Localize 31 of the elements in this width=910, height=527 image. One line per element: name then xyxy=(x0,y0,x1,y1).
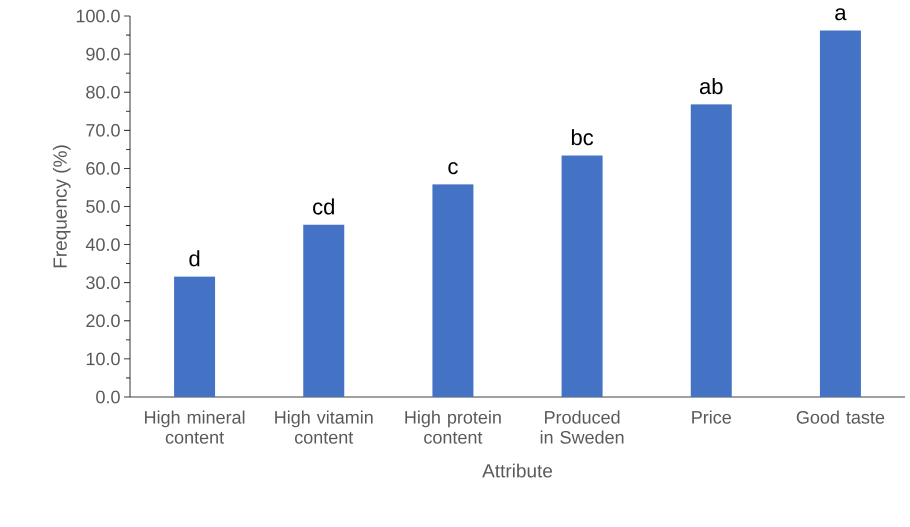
y-tick-label: 80.0 xyxy=(86,86,120,99)
annotation: d xyxy=(189,250,200,266)
x-tick-label: High protein content xyxy=(405,410,501,444)
x-axis-title: Attribute xyxy=(482,464,552,478)
bar xyxy=(174,276,216,397)
x-tick-label: Produced in Sweden xyxy=(540,410,624,444)
annotation: bc xyxy=(572,129,594,146)
y-tick-label: 20.0 xyxy=(86,314,120,328)
bar xyxy=(303,224,344,397)
bar xyxy=(562,155,603,397)
annotation: c xyxy=(448,162,458,174)
y-tick-label: 100.0 xyxy=(76,10,120,22)
bar xyxy=(690,104,732,397)
annotation: a xyxy=(835,8,847,20)
bar xyxy=(432,184,474,397)
x-tick-label: High vitamin content xyxy=(275,410,373,444)
y-tick-label: 10.0 xyxy=(86,352,120,366)
y-axis-title: Frequency (%) xyxy=(52,145,71,268)
x-tick-label: Price xyxy=(692,410,731,424)
y-tick-label: 50.0 xyxy=(86,200,120,213)
y-tick-label: 40.0 xyxy=(86,238,120,251)
y-tick-label: 0.0 xyxy=(96,390,120,404)
y-tick-label: 60.0 xyxy=(86,162,120,175)
annotation: cd xyxy=(313,198,334,215)
annotation: ab xyxy=(700,78,723,94)
y-tick-label: 90.0 xyxy=(86,48,120,60)
y-tick-label: 70.0 xyxy=(86,124,120,137)
x-tick-label: Good taste xyxy=(796,410,884,424)
x-tick-label: High mineral content xyxy=(145,410,244,444)
y-tick-label: 30.0 xyxy=(86,276,120,290)
bar xyxy=(820,30,861,397)
